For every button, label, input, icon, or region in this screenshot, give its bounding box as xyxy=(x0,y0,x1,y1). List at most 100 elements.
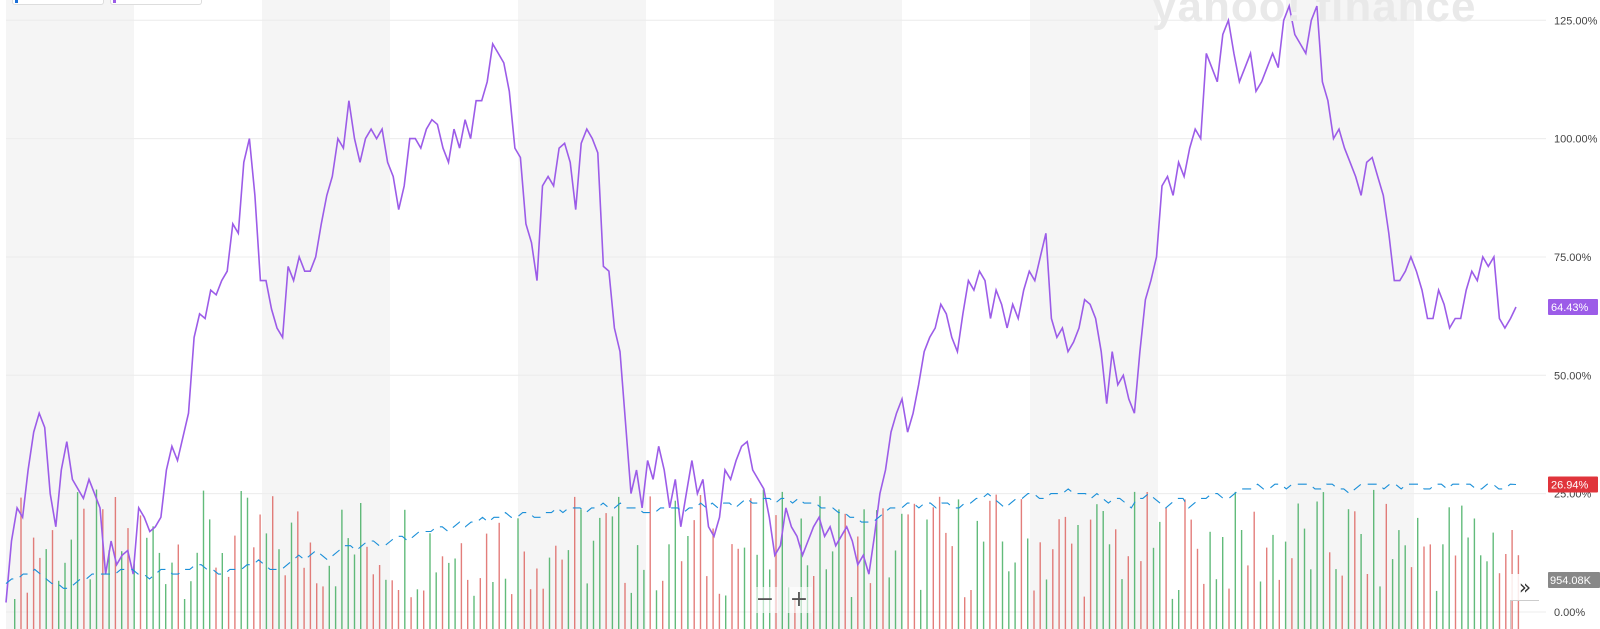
volume-bar xyxy=(794,598,796,629)
volume-bar xyxy=(1303,528,1306,629)
volume-bar xyxy=(1209,531,1211,629)
volume-bar xyxy=(259,514,261,629)
volume-bar xyxy=(1127,556,1129,629)
volume-bar xyxy=(284,575,286,629)
volume-bar xyxy=(926,519,928,629)
volume-bar xyxy=(1008,571,1010,629)
volume-bar xyxy=(655,590,658,629)
comparison-series-line xyxy=(5,3,1517,603)
volume-bar xyxy=(1247,565,1249,629)
volume-bar xyxy=(876,510,878,629)
volume-bar xyxy=(404,509,406,629)
volume-bar xyxy=(1064,516,1067,629)
volume-bar xyxy=(813,576,815,629)
y-tick-label: 0.00% xyxy=(1554,607,1585,619)
volume-bar xyxy=(183,599,186,629)
volume-bar xyxy=(32,537,35,629)
volume-bar xyxy=(1385,503,1387,629)
volume-bar xyxy=(913,503,916,629)
volume-bar xyxy=(511,594,513,629)
volume-bar xyxy=(800,518,802,629)
zoom-out-button[interactable]: − xyxy=(752,587,778,613)
volume-bar xyxy=(819,496,821,629)
volume-bar xyxy=(1448,507,1450,629)
volume-bar xyxy=(825,569,827,629)
volume-bar xyxy=(907,514,909,629)
volume-bar xyxy=(1133,491,1136,629)
legend-tab-primary[interactable] xyxy=(12,0,104,5)
volume-bar xyxy=(165,584,167,629)
volume-bar xyxy=(309,542,312,629)
volume-bar xyxy=(869,583,872,629)
resize-handle[interactable] xyxy=(1510,600,1539,629)
volume-bar xyxy=(202,490,205,629)
primary-series-line xyxy=(5,483,1517,589)
volume-bar xyxy=(454,558,456,629)
zoom-in-button[interactable]: + xyxy=(786,587,812,613)
volume-bar xyxy=(1429,544,1431,629)
volume-bar xyxy=(567,550,570,629)
volume-bar xyxy=(831,551,834,629)
volume-bar xyxy=(1480,555,1482,629)
volume-bar xyxy=(951,546,953,629)
volume-bar xyxy=(687,536,689,629)
volume-bar xyxy=(108,550,110,629)
legend-accent-icon xyxy=(113,0,116,3)
volume-bar xyxy=(894,550,897,629)
expand-chevron-icon[interactable]: » xyxy=(1510,574,1540,600)
volume-bar xyxy=(680,561,683,629)
legend-tab-comparison[interactable] xyxy=(110,0,202,5)
volume-bar xyxy=(737,548,739,629)
volume-bar xyxy=(1215,579,1218,629)
volume-bar xyxy=(1492,532,1494,629)
volume-bar xyxy=(1316,501,1318,629)
volume-bar xyxy=(1297,503,1299,629)
volume-bar xyxy=(957,499,960,629)
volume-bar xyxy=(1096,504,1098,629)
volume-bar xyxy=(177,544,179,629)
volume-bar xyxy=(1423,546,1425,629)
volume-bar xyxy=(1152,547,1155,629)
volume-bar xyxy=(1347,509,1350,629)
volume-bar xyxy=(14,599,16,629)
volume-bar xyxy=(517,518,519,629)
volume-bar xyxy=(492,582,494,629)
volume-bar xyxy=(1228,588,1230,629)
volume-bar xyxy=(775,515,777,629)
volume-bar xyxy=(970,590,972,629)
volume-bar xyxy=(1159,521,1161,629)
volume-bar xyxy=(574,496,576,629)
volume-bar xyxy=(473,595,475,629)
legend-tabs[interactable] xyxy=(12,0,208,5)
volume-bar xyxy=(1108,544,1111,629)
volume-bar xyxy=(1001,541,1004,629)
volume-bar xyxy=(1454,555,1457,629)
volume-bar xyxy=(668,544,670,629)
volume-bar xyxy=(1498,573,1501,629)
volume-bar xyxy=(976,520,978,629)
volume-bar xyxy=(1379,586,1381,629)
volume-bar xyxy=(347,538,349,629)
volume-bar xyxy=(58,580,60,629)
background-band xyxy=(774,0,902,629)
volume-bar xyxy=(215,567,217,629)
volume-bar xyxy=(366,546,368,629)
last-value-badge xyxy=(1548,298,1598,315)
volume-bar xyxy=(1435,590,1438,629)
volume-bar xyxy=(857,536,859,629)
volume-bar xyxy=(536,568,538,629)
volume-bar xyxy=(1222,537,1224,629)
y-tick-label: 125.00% xyxy=(1554,15,1598,27)
volume-bar xyxy=(850,597,853,629)
volume-bar xyxy=(1146,492,1148,629)
volume-bar xyxy=(397,590,400,629)
volume-bar xyxy=(1410,567,1413,629)
y-tick-label: 75.00% xyxy=(1554,252,1592,264)
volume-bar xyxy=(246,497,249,629)
volume-bar xyxy=(718,593,721,629)
volume-bar xyxy=(1473,518,1476,629)
volume-bar xyxy=(1404,545,1406,629)
volume-bar xyxy=(479,578,481,629)
